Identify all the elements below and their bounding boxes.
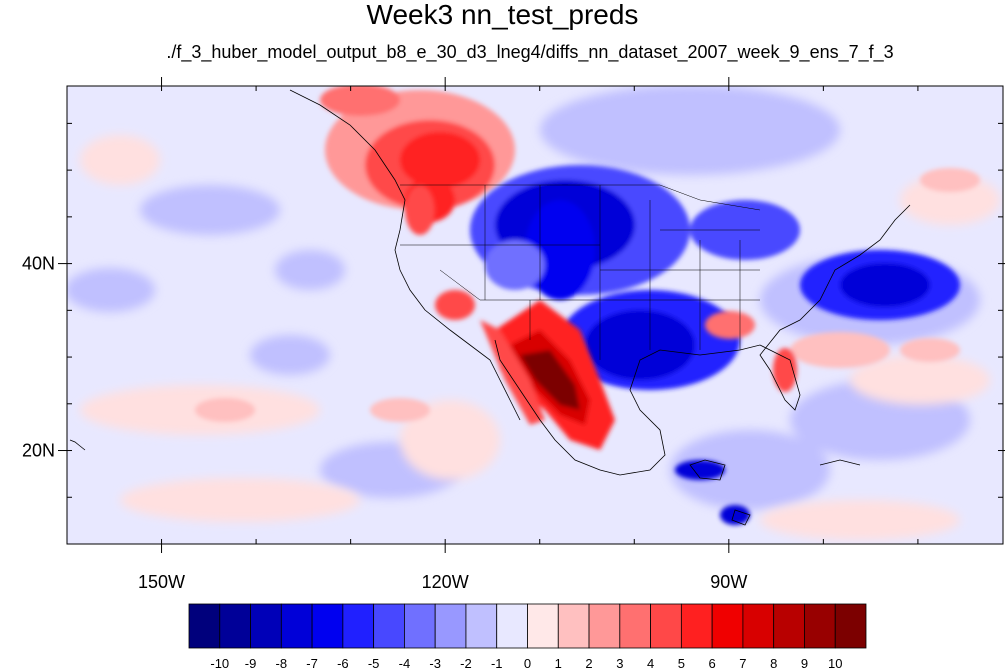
colorbar-label: 1	[555, 656, 562, 671]
colorbar-swatch	[280, 603, 313, 649]
colorbar-label: 0	[524, 656, 531, 671]
colorbar-swatch	[773, 603, 805, 649]
colorbar-swatch	[434, 603, 467, 649]
lon-tick-label: 90W	[710, 572, 747, 592]
colorbar-swatch	[742, 603, 775, 649]
colorbar-swatch	[557, 603, 590, 649]
colorbar-label: -9	[245, 656, 257, 671]
colorbar-label: 5	[678, 656, 685, 671]
colorbar-swatch	[804, 603, 836, 649]
field-pacific-northwest-positive	[320, 86, 515, 222]
colorbar-label: -5	[368, 656, 380, 671]
colorbar-label: -4	[399, 656, 411, 671]
state-borders	[400, 184, 761, 360]
colorbar-label: 2	[585, 656, 592, 671]
colorbar-label: 8	[770, 656, 777, 671]
chart-subtitle: ./f_3_huber_model_output_b8_e_30_d3_lneg…	[166, 42, 894, 62]
chart-title: Week3 nn_test_preds	[366, 0, 639, 30]
colorbar-swatch	[219, 603, 251, 649]
map-frame	[66, 85, 1004, 545]
colorbar-swatch	[465, 603, 498, 649]
coastlines	[69, 89, 911, 526]
lat-tick-label: 40N	[22, 254, 55, 274]
colorbar-swatch	[373, 603, 405, 649]
colorbar-swatch	[250, 603, 282, 649]
colorbar-label: -2	[460, 656, 472, 671]
colorbar-label: 6	[709, 656, 716, 671]
colorbar-swatch	[342, 603, 375, 649]
colorbar: -10 -9 -8 -7 -6 -5 -4 -3 -2 -1 0 1 2 3 4 5 6 7 8 9 10	[188, 603, 867, 671]
lon-tick-label: 120W	[422, 572, 469, 592]
colorbar-swatch	[527, 603, 559, 649]
axis-labels: 150W 120W 90W 40N 20N	[22, 254, 747, 592]
colorbar-label: 10	[828, 656, 842, 671]
colorbar-swatch	[650, 603, 682, 649]
colorbar-swatch	[834, 603, 867, 649]
colorbar-label: -3	[429, 656, 441, 671]
field-pink	[195, 168, 980, 422]
colorbar-swatch	[588, 603, 621, 649]
colorbar-swatch	[404, 603, 436, 649]
colorbar-label: -7	[306, 656, 318, 671]
colorbar-label: -6	[337, 656, 349, 671]
colorbar-label: -1	[491, 656, 503, 671]
colorbar-label: -10	[210, 656, 229, 671]
colorbar-swatch	[311, 603, 344, 649]
map-plot-area	[67, 86, 1003, 544]
colorbar-swatch	[680, 603, 713, 649]
lon-tick-label: 150W	[138, 572, 185, 592]
colorbar-label: 3	[616, 656, 623, 671]
colorbar-swatch	[711, 603, 744, 649]
colorbar-swatch	[188, 603, 221, 649]
colorbar-label: 4	[647, 656, 654, 671]
colorbar-swatch	[619, 603, 651, 649]
colorbar-label: -8	[276, 656, 288, 671]
field-southwest-positive	[405, 185, 797, 450]
axis-ticks	[58, 77, 1005, 553]
lat-tick-label: 20N	[22, 441, 55, 461]
colorbar-label: 9	[801, 656, 808, 671]
colorbar-swatch	[496, 603, 528, 649]
colorbar-label: 7	[739, 656, 746, 671]
